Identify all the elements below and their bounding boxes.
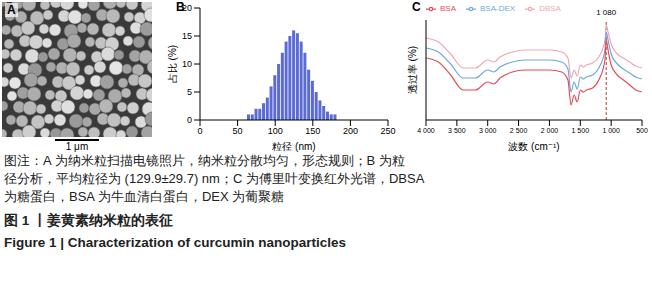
html-text:B: B: [176, 0, 185, 14]
svg-text:2 000: 2 000: [541, 127, 559, 134]
svg-text:500: 500: [636, 127, 648, 134]
html-text:图 1 丨姜黄素纳米粒的表征: 图 1 丨姜黄素纳米粒的表征: [4, 213, 173, 228]
html-text:Figure 1 | Characterization of: Figure 1 | Characterization of curcumin …: [4, 235, 347, 250]
svg-text:3 000: 3 000: [479, 127, 497, 134]
svg-text:0: 0: [197, 126, 202, 136]
svg-text:200: 200: [343, 126, 358, 136]
svg-text:10: 10: [182, 59, 192, 69]
html-text:径分析，平均粒径为 (129.9±29.7) nm；C 为傅: 径分析，平均粒径为 (129.9±29.7) nm；C 为傅里叶变换红外光谱，D…: [4, 171, 425, 186]
svg-text:150: 150: [305, 126, 320, 136]
html-text:为糖蛋白，BSA 为牛血清白蛋白，DEX 为葡聚糖: 为糖蛋白，BSA 为牛血清白蛋白，DEX 为葡聚糖: [4, 189, 285, 204]
svg-text:50: 50: [233, 126, 243, 136]
svg-text:透过率 (%): 透过率 (%): [407, 46, 418, 94]
svg-text:5: 5: [187, 87, 192, 97]
svg-text:100: 100: [268, 126, 283, 136]
html-text:C: C: [412, 0, 421, 14]
svg-text:占比 (%): 占比 (%): [167, 45, 178, 83]
svg-text:3 500: 3 500: [448, 127, 466, 134]
html-text:BSA: BSA: [440, 4, 456, 14]
svg-text:1 500: 1 500: [572, 127, 590, 134]
svg-text:250: 250: [380, 126, 395, 136]
html-text:A: A: [7, 3, 16, 17]
html-text:BSA-DEX: BSA-DEX: [480, 4, 516, 14]
svg-text:0: 0: [187, 115, 192, 125]
svg-text:2 500: 2 500: [510, 127, 528, 134]
html-text:1 μm: 1 μm: [65, 141, 89, 152]
svg-text:粒径 (nm): 粒径 (nm): [272, 141, 315, 152]
svg-text:4 000: 4 000: [417, 127, 435, 134]
svg-text:波数 (cm⁻¹): 波数 (cm⁻¹): [508, 141, 559, 152]
svg-text:1 000: 1 000: [602, 127, 620, 134]
html-text:DBSA: DBSA: [539, 4, 561, 14]
svg-text:1 080: 1 080: [596, 8, 617, 17]
html-text:图注：A 为纳米粒扫描电镜照片，纳米粒分散均匀，形态规则；B: 图注：A 为纳米粒扫描电镜照片，纳米粒分散均匀，形态规则；B 为粒: [4, 153, 405, 168]
svg-text:20: 20: [182, 3, 192, 14]
svg-text:15: 15: [182, 31, 192, 41]
